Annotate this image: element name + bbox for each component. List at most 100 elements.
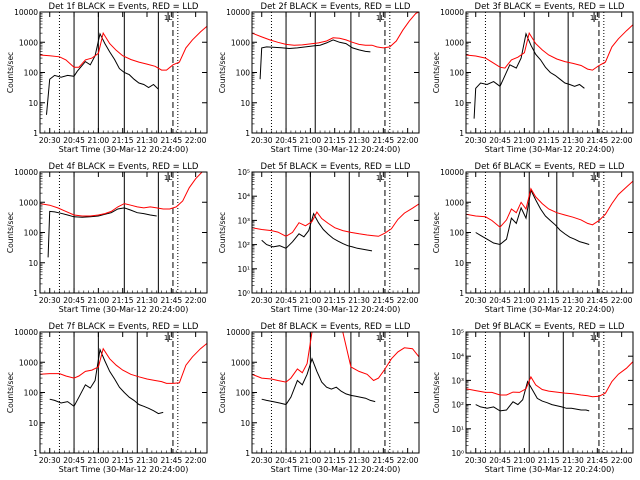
panel-title: Det 9f BLACK = Events, RED = LLD: [475, 322, 625, 332]
y-tick-label: 100: [24, 69, 39, 78]
series-line-lld: [466, 24, 633, 71]
x-tick-label: 20:45: [63, 296, 85, 305]
x-tick-label: 22:00: [185, 296, 207, 305]
y-tick-label: 10: [240, 99, 250, 108]
x-tick-label: 21:45: [587, 136, 609, 145]
y-tick-label: 1: [245, 129, 250, 138]
x-tick-label: 21:15: [112, 136, 134, 145]
series-line-events: [259, 39, 371, 80]
plot-frame: [251, 331, 420, 454]
series-line-events: [473, 32, 585, 119]
series-group: [40, 25, 207, 115]
x-tick-label: 21:15: [324, 296, 346, 305]
series-line-events: [475, 188, 590, 246]
x-axis-title: Start Time (30-Mar-12 20:24:00): [485, 305, 615, 314]
y-tick-label: 10²: [451, 401, 464, 410]
series-line-events: [47, 207, 157, 258]
x-tick-label: 20:45: [63, 136, 85, 145]
flag-marker-label: 1L: [164, 334, 172, 342]
y-tick-label: 100: [24, 389, 39, 398]
series-line-lld: [252, 332, 419, 383]
x-tick-label: 22:00: [611, 456, 633, 465]
y-tick-label: 10⁰: [237, 289, 250, 298]
x-tick-label: 22:00: [397, 456, 419, 465]
y-axis-title: Counts/sec: [6, 212, 15, 253]
flag-marker-label: 1L: [590, 14, 598, 22]
y-tick-label: 1000: [231, 38, 250, 47]
x-tick-label: 20:45: [275, 456, 297, 465]
plot-frame: [39, 331, 208, 454]
x-tick-label: 21:30: [136, 136, 158, 145]
series-line-events: [261, 212, 373, 252]
x-axis-title: Start Time (30-Mar-12 20:24:00): [485, 145, 615, 154]
x-tick-label: 20:45: [275, 136, 297, 145]
y-axis-title: Counts/sec: [432, 52, 441, 93]
y-tick-label: 100: [450, 69, 465, 78]
y-axis-title: Counts/sec: [432, 372, 441, 413]
detector-panel-2: Det 2f BLACK = Events, RED = LLD 1L 1 10 100…: [218, 2, 420, 154]
y-tick-label: 10000: [440, 168, 464, 177]
x-tick-label: 21:00: [88, 136, 110, 145]
series-group: [252, 332, 419, 406]
panel-title: Det 1f BLACK = Events, RED = LLD: [49, 2, 199, 12]
plot-frame: [465, 11, 634, 134]
x-tick-label: 21:00: [514, 456, 536, 465]
y-tick-label: 10: [454, 99, 464, 108]
series-line-lld: [40, 343, 207, 384]
y-axis-title: Counts/sec: [218, 372, 227, 413]
series-line-events: [475, 380, 590, 412]
x-axis-title: Start Time (30-Mar-12 20:24:00): [271, 465, 401, 474]
y-tick-label: 10: [240, 419, 250, 428]
panel-title: Det 7f BLACK = Events, RED = LLD: [49, 322, 199, 332]
x-tick-label: 21:30: [562, 296, 584, 305]
y-tick-label: 1000: [19, 198, 38, 207]
series-group: [466, 24, 633, 119]
y-tick-label: 10³: [451, 376, 464, 385]
y-tick-label: 10000: [14, 168, 38, 177]
flag-marker-label: 1L: [376, 174, 384, 182]
x-tick-label: 20:45: [489, 456, 511, 465]
y-tick-label: 1000: [445, 38, 464, 47]
series-group: [40, 172, 207, 258]
x-axis-title: Start Time (30-Mar-12 20:24:00): [59, 305, 189, 314]
x-tick-label: 22:00: [185, 456, 207, 465]
x-tick-label: 21:30: [348, 136, 370, 145]
y-tick-label: 100: [24, 229, 39, 238]
flag-marker-label: 1L: [590, 174, 598, 182]
x-tick-label: 21:45: [587, 296, 609, 305]
y-tick-label: 1000: [19, 38, 38, 47]
detector-panel-8: Det 8f BLACK = Events, RED = LLD 1L 1 10 100…: [218, 322, 420, 474]
y-tick-label: 10: [28, 99, 38, 108]
x-tick-label: 20:30: [251, 456, 273, 465]
x-tick-label: 20:30: [39, 456, 61, 465]
x-tick-label: 20:30: [465, 296, 487, 305]
series-line-lld: [466, 180, 633, 228]
series-group: [252, 203, 419, 252]
plot-frame: [465, 171, 634, 294]
flag-marker-label: 1L: [376, 334, 384, 342]
series-line-lld: [40, 25, 207, 71]
series-group: [40, 343, 207, 415]
x-tick-label: 20:30: [39, 136, 61, 145]
series-line-lld: [252, 12, 419, 49]
series-line-events: [46, 32, 159, 115]
y-tick-label: 10²: [237, 241, 250, 250]
flag-marker-label: 1L: [164, 174, 172, 182]
series-line-lld: [252, 203, 419, 237]
x-tick-label: 21:45: [161, 136, 183, 145]
x-tick-label: 21:15: [112, 456, 134, 465]
plot-frame: [39, 171, 208, 294]
y-tick-label: 1000: [231, 358, 250, 367]
x-tick-label: 20:30: [251, 296, 273, 305]
y-tick-label: 10⁴: [451, 352, 464, 361]
y-tick-label: 1000: [19, 358, 38, 367]
x-tick-label: 21:45: [373, 456, 395, 465]
y-tick-label: 10⁵: [451, 328, 464, 337]
y-tick-label: 1: [459, 289, 464, 298]
x-tick-label: 21:00: [88, 296, 110, 305]
x-tick-label: 21:45: [587, 456, 609, 465]
y-tick-label: 10⁰: [451, 449, 464, 458]
flag-marker-label: 1L: [590, 334, 598, 342]
y-tick-label: 100: [236, 389, 251, 398]
